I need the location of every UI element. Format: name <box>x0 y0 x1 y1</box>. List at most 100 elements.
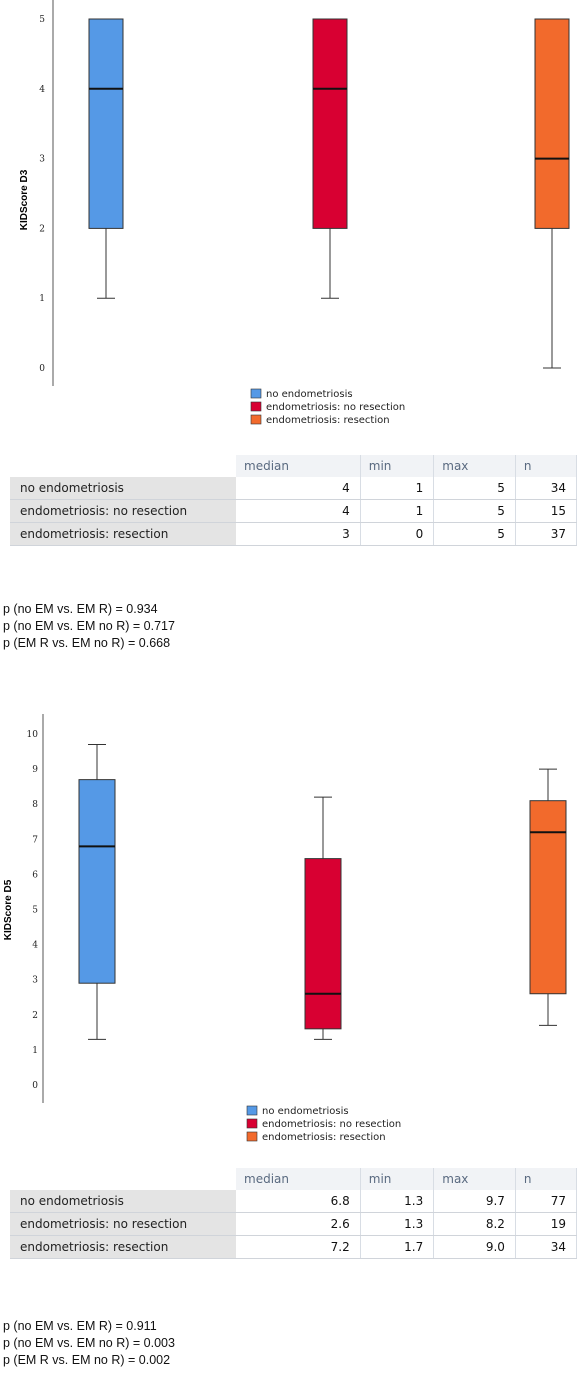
cell-min: 1 <box>360 499 435 523</box>
y-tick-label: 5 <box>32 906 38 916</box>
y-tick-label: 0 <box>39 364 45 374</box>
column-header-min: min <box>360 455 435 477</box>
y-tick-label: 2 <box>39 224 45 234</box>
column-header-max: max <box>433 1168 516 1190</box>
boxplot-d5: KIDScore D5 0 1 2 3 4 5 6 7 8 9 10 no endometriosi… <box>3 714 567 1143</box>
legend-swatch <box>246 1105 258 1116</box>
cell-max: 8.2 <box>433 1212 516 1236</box>
y-tick-label: 2 <box>32 1011 38 1021</box>
y-tick-label: 1 <box>32 1046 38 1056</box>
cell-n: 34 <box>515 1235 578 1259</box>
cell-max: 9.7 <box>433 1190 516 1213</box>
legend-label: endometriosis: no resection <box>262 1119 401 1130</box>
y-tick-label: 0 <box>32 1081 38 1091</box>
legend-swatch <box>246 1118 258 1129</box>
cell-n: 15 <box>515 499 578 523</box>
y-tick-label: 5 <box>39 15 45 25</box>
y-tick-label: 6 <box>32 870 38 880</box>
box-no_endometriosis <box>88 18 124 299</box>
pvalue-line: p (no EM vs. EM no R) = 0.003 <box>3 1336 175 1350</box>
box-iqr <box>312 18 348 229</box>
y-tick-label: 1 <box>39 294 45 304</box>
box-no_resection <box>312 18 348 299</box>
box-iqr <box>534 18 570 229</box>
cell-n: 34 <box>515 477 578 500</box>
legend-label: no endometriosis <box>266 389 353 400</box>
pvalue-line: p (no EM vs. EM R) = 0.911 <box>3 1319 157 1333</box>
cell-median: 7.2 <box>236 1235 361 1259</box>
box-resection <box>534 18 570 369</box>
cell-n: 37 <box>515 522 578 546</box>
table-row: endometriosis: no resection 4 1 5 15 <box>10 499 578 523</box>
pvalues-d3: p (no EM vs. EM R) = 0.934 p (no EM vs. … <box>3 601 175 652</box>
legend-label: endometriosis: no resection <box>266 402 405 413</box>
column-header-median: median <box>236 1168 361 1190</box>
table-row: no endometriosis 4 1 5 34 <box>10 477 578 500</box>
cell-median: 4 <box>236 499 361 523</box>
box-iqr <box>78 779 116 984</box>
column-header-n: n <box>515 455 578 477</box>
pvalues-d5: p (no EM vs. EM R) = 0.911 p (no EM vs. … <box>3 1318 175 1369</box>
y-axis-label: KIDScore D3 <box>19 169 30 230</box>
box-resection <box>529 768 567 1026</box>
cell-min: 1 <box>360 477 435 500</box>
y-tick-label: 4 <box>32 941 38 951</box>
box-no_resection <box>304 796 342 1040</box>
pvalue-line: p (no EM vs. EM R) = 0.934 <box>3 602 158 616</box>
column-header-median: median <box>236 455 361 477</box>
cell-median: 3 <box>236 522 361 546</box>
pvalue-line: p (EM R vs. EM no R) = 0.002 <box>3 1353 171 1367</box>
legend-swatch <box>250 414 262 425</box>
y-axis-label: KIDScore D5 <box>3 879 14 940</box>
column-header-n: n <box>515 1168 578 1190</box>
table-row: endometriosis: resection 7.2 1.7 9.0 34 <box>10 1235 578 1259</box>
y-tick-label: 4 <box>39 85 45 95</box>
row-label: no endometriosis <box>10 477 236 500</box>
y-tick-label: 3 <box>39 155 45 165</box>
table-corner <box>10 455 236 477</box>
cell-max: 5 <box>433 499 516 523</box>
column-header-min: min <box>360 1168 435 1190</box>
box-iqr <box>529 800 567 995</box>
y-tick-label: 7 <box>32 835 38 845</box>
cell-max: 5 <box>433 522 516 546</box>
row-label: endometriosis: resection <box>10 1235 236 1259</box>
box-iqr <box>304 858 342 1030</box>
row-label: no endometriosis <box>10 1190 236 1213</box>
cell-min: 1.3 <box>360 1212 435 1236</box>
table-header-row: median min max n <box>10 1168 578 1190</box>
pvalue-line: p (EM R vs. EM no R) = 0.668 <box>3 636 171 650</box>
row-label: endometriosis: no resection <box>10 499 236 523</box>
y-tick-label: 10 <box>27 730 39 740</box>
cell-n: 19 <box>515 1212 578 1236</box>
table-row: no endometriosis 6.8 1.3 9.7 77 <box>10 1190 578 1213</box>
cell-min: 0 <box>360 522 435 546</box>
boxplot-d3: KIDScore D3 0 1 2 3 4 5 no endometriosis endom… <box>19 0 570 426</box>
cell-median: 4 <box>236 477 361 500</box>
column-header-max: max <box>433 455 516 477</box>
legend-swatch <box>246 1131 258 1142</box>
chart-panel-d5: KIDScore D5 0 1 2 3 4 5 6 7 8 9 10 no endometriosi… <box>0 700 580 1375</box>
cell-max: 5 <box>433 477 516 500</box>
table-row: endometriosis: resection 3 0 5 37 <box>10 522 578 546</box>
stats-table-d3: median min max n no endometriosis 4 1 5 … <box>10 455 578 546</box>
cell-min: 1.7 <box>360 1235 435 1259</box>
table-corner <box>10 1168 236 1190</box>
table-header-row: median min max n <box>10 455 578 477</box>
box-iqr <box>88 18 124 229</box>
y-tick-label: 3 <box>32 976 38 986</box>
cell-max: 9.0 <box>433 1235 516 1259</box>
stats-table-d5: median min max n no endometriosis 6.8 1.… <box>10 1168 578 1259</box>
legend-swatch <box>250 388 262 399</box>
cell-min: 1.3 <box>360 1190 435 1213</box>
legend-swatch <box>250 401 262 412</box>
legend-label: endometriosis: resection <box>266 415 390 426</box>
cell-median: 6.8 <box>236 1190 361 1213</box>
box-no_endometriosis <box>78 744 116 1040</box>
cell-median: 2.6 <box>236 1212 361 1236</box>
legend-label: no endometriosis <box>262 1106 349 1117</box>
table-row: endometriosis: no resection 2.6 1.3 8.2 … <box>10 1212 578 1236</box>
pvalue-line: p (no EM vs. EM no R) = 0.717 <box>3 619 175 633</box>
row-label: endometriosis: no resection <box>10 1212 236 1236</box>
